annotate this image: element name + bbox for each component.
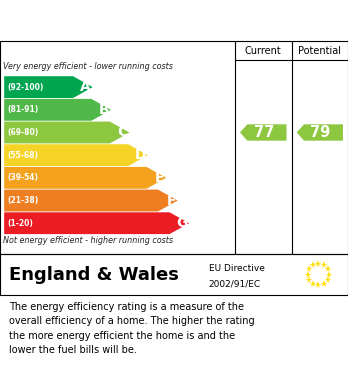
Text: Energy Efficiency Rating: Energy Efficiency Rating [9,13,230,28]
Polygon shape [297,124,343,141]
Text: Very energy efficient - lower running costs: Very energy efficient - lower running co… [3,62,173,71]
Text: Not energy efficient - higher running costs: Not energy efficient - higher running co… [3,236,174,245]
Text: G: G [176,216,188,230]
Polygon shape [4,122,129,143]
Text: C: C [117,126,128,140]
Text: The energy efficiency rating is a measure of the
overall efficiency of a home. T: The energy efficiency rating is a measur… [9,302,254,355]
Text: (1-20): (1-20) [8,219,33,228]
Polygon shape [4,190,178,212]
Text: (39-54): (39-54) [8,173,39,182]
Text: A: A [80,80,91,94]
Text: 79: 79 [310,125,331,140]
Text: (21-38): (21-38) [8,196,39,205]
Text: (81-91): (81-91) [8,105,39,114]
Polygon shape [240,124,286,141]
Text: (69-80): (69-80) [8,128,39,137]
Text: D: D [135,148,146,162]
Text: (92-100): (92-100) [8,83,44,91]
Text: 2002/91/EC: 2002/91/EC [209,279,261,288]
Text: Current: Current [245,46,282,56]
Text: E: E [155,171,165,185]
Polygon shape [4,144,148,166]
Text: EU Directive: EU Directive [209,264,265,273]
Polygon shape [4,99,111,121]
Text: 77: 77 [254,125,274,140]
Text: B: B [99,103,109,117]
Text: England & Wales: England & Wales [9,265,179,284]
Text: (55-68): (55-68) [8,151,39,160]
Polygon shape [4,212,189,234]
Text: F: F [166,194,176,208]
Text: Potential: Potential [298,46,341,56]
Polygon shape [4,76,93,98]
Polygon shape [4,167,166,189]
